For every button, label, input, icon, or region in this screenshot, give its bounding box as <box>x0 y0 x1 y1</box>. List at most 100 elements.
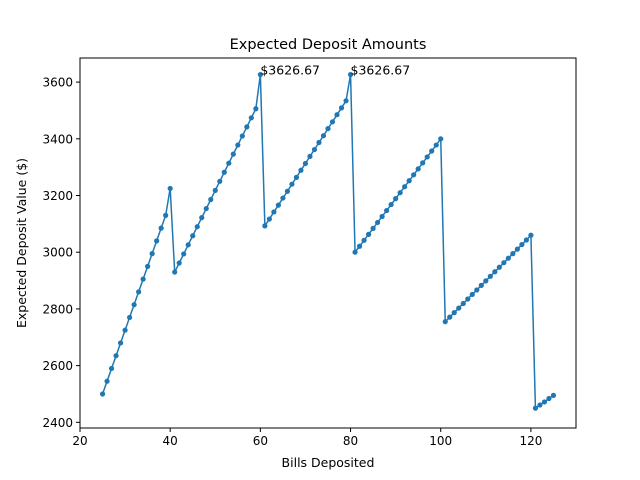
data-point <box>117 340 124 346</box>
data-point <box>131 302 137 308</box>
data-point <box>415 166 421 172</box>
data-point <box>298 167 304 173</box>
data-point <box>194 224 200 230</box>
data-point <box>433 142 439 148</box>
data-point <box>496 264 502 270</box>
data-point <box>199 215 205 221</box>
data-point <box>442 319 448 325</box>
data-point <box>266 216 272 222</box>
chart-title: Expected Deposit Amounts <box>230 37 427 53</box>
data-point <box>519 241 525 248</box>
data-point <box>239 133 245 139</box>
data-point <box>145 263 151 269</box>
data-point <box>343 98 349 104</box>
data-point <box>379 213 385 220</box>
data-point <box>307 153 313 159</box>
data-point <box>190 233 196 239</box>
x-tick-label: 60 <box>253 434 268 448</box>
data-point <box>523 237 530 243</box>
data-point <box>451 310 457 316</box>
data-point <box>505 255 511 261</box>
data-point <box>393 196 399 202</box>
data-point <box>203 205 209 212</box>
data-point <box>438 136 444 142</box>
data-point <box>424 154 430 160</box>
data-point <box>176 260 182 266</box>
x-tick-label: 40 <box>163 434 178 448</box>
data-point <box>460 300 466 307</box>
data-point <box>154 238 160 244</box>
y-axis-label: Expected Deposit Value ($) <box>14 158 29 328</box>
data-point <box>104 378 110 384</box>
data-point <box>172 269 178 275</box>
data-point <box>244 124 250 130</box>
data-point <box>347 71 354 78</box>
data-point <box>280 195 286 201</box>
data-point <box>537 402 543 408</box>
data-point <box>397 190 403 196</box>
x-tick-label: 100 <box>429 434 452 448</box>
data-point <box>113 353 119 359</box>
data-point <box>370 225 376 231</box>
data-point <box>185 242 191 248</box>
x-axis-label: Bills Deposited <box>282 455 375 470</box>
data-point <box>338 105 345 111</box>
data-point <box>402 184 408 190</box>
data-point <box>510 251 516 257</box>
data-point <box>248 115 254 121</box>
data-point <box>253 106 259 112</box>
data-point <box>532 405 539 411</box>
y-tick-label: 3000 <box>42 246 73 260</box>
data-point <box>99 391 106 397</box>
data-point <box>384 207 390 214</box>
annotations: $3626.67 $3626.67 <box>260 63 410 78</box>
data-point <box>334 112 340 118</box>
data-point <box>163 212 169 218</box>
data-point <box>492 269 498 275</box>
data-point <box>311 146 318 153</box>
data-point <box>140 276 146 282</box>
data-point <box>289 181 295 187</box>
data-point <box>487 273 493 279</box>
data-point <box>388 201 394 208</box>
plot-area <box>99 71 557 411</box>
x-tick-label: 120 <box>519 434 542 448</box>
x-tick-label: 20 <box>72 434 87 448</box>
data-point <box>325 126 331 132</box>
data-point <box>262 223 268 229</box>
data-point <box>316 139 322 146</box>
data-point <box>217 178 223 184</box>
y-tick-label: 3600 <box>42 76 73 90</box>
data-point <box>465 296 471 302</box>
data-point <box>235 142 241 148</box>
data-point <box>550 392 557 398</box>
data-point <box>420 160 426 166</box>
data-point <box>302 160 309 167</box>
data-point <box>361 237 367 243</box>
data-point <box>257 71 263 78</box>
y-tick-label: 2600 <box>42 359 73 373</box>
data-point <box>127 314 133 321</box>
data-point <box>469 291 475 298</box>
data-point <box>221 169 227 175</box>
y-tick-label: 2800 <box>42 302 73 316</box>
data-point <box>474 287 480 293</box>
data-point <box>411 172 417 178</box>
data-point <box>406 178 412 184</box>
data-point <box>329 119 336 125</box>
data-point <box>546 395 552 402</box>
data-point <box>528 232 534 238</box>
data-point <box>293 174 300 180</box>
data-point <box>541 399 548 405</box>
data-point <box>501 260 507 266</box>
axis-ticks: 20 40 60 80 100 120 2400 2600 2800 3000 3200 3400 36… <box>42 76 542 448</box>
data-point <box>271 209 277 215</box>
data-point <box>284 188 291 194</box>
data-point <box>212 187 218 194</box>
x-tick-label: 80 <box>343 434 358 448</box>
axes-frame <box>79 57 577 429</box>
data-point <box>158 225 164 231</box>
data-point <box>447 314 453 320</box>
